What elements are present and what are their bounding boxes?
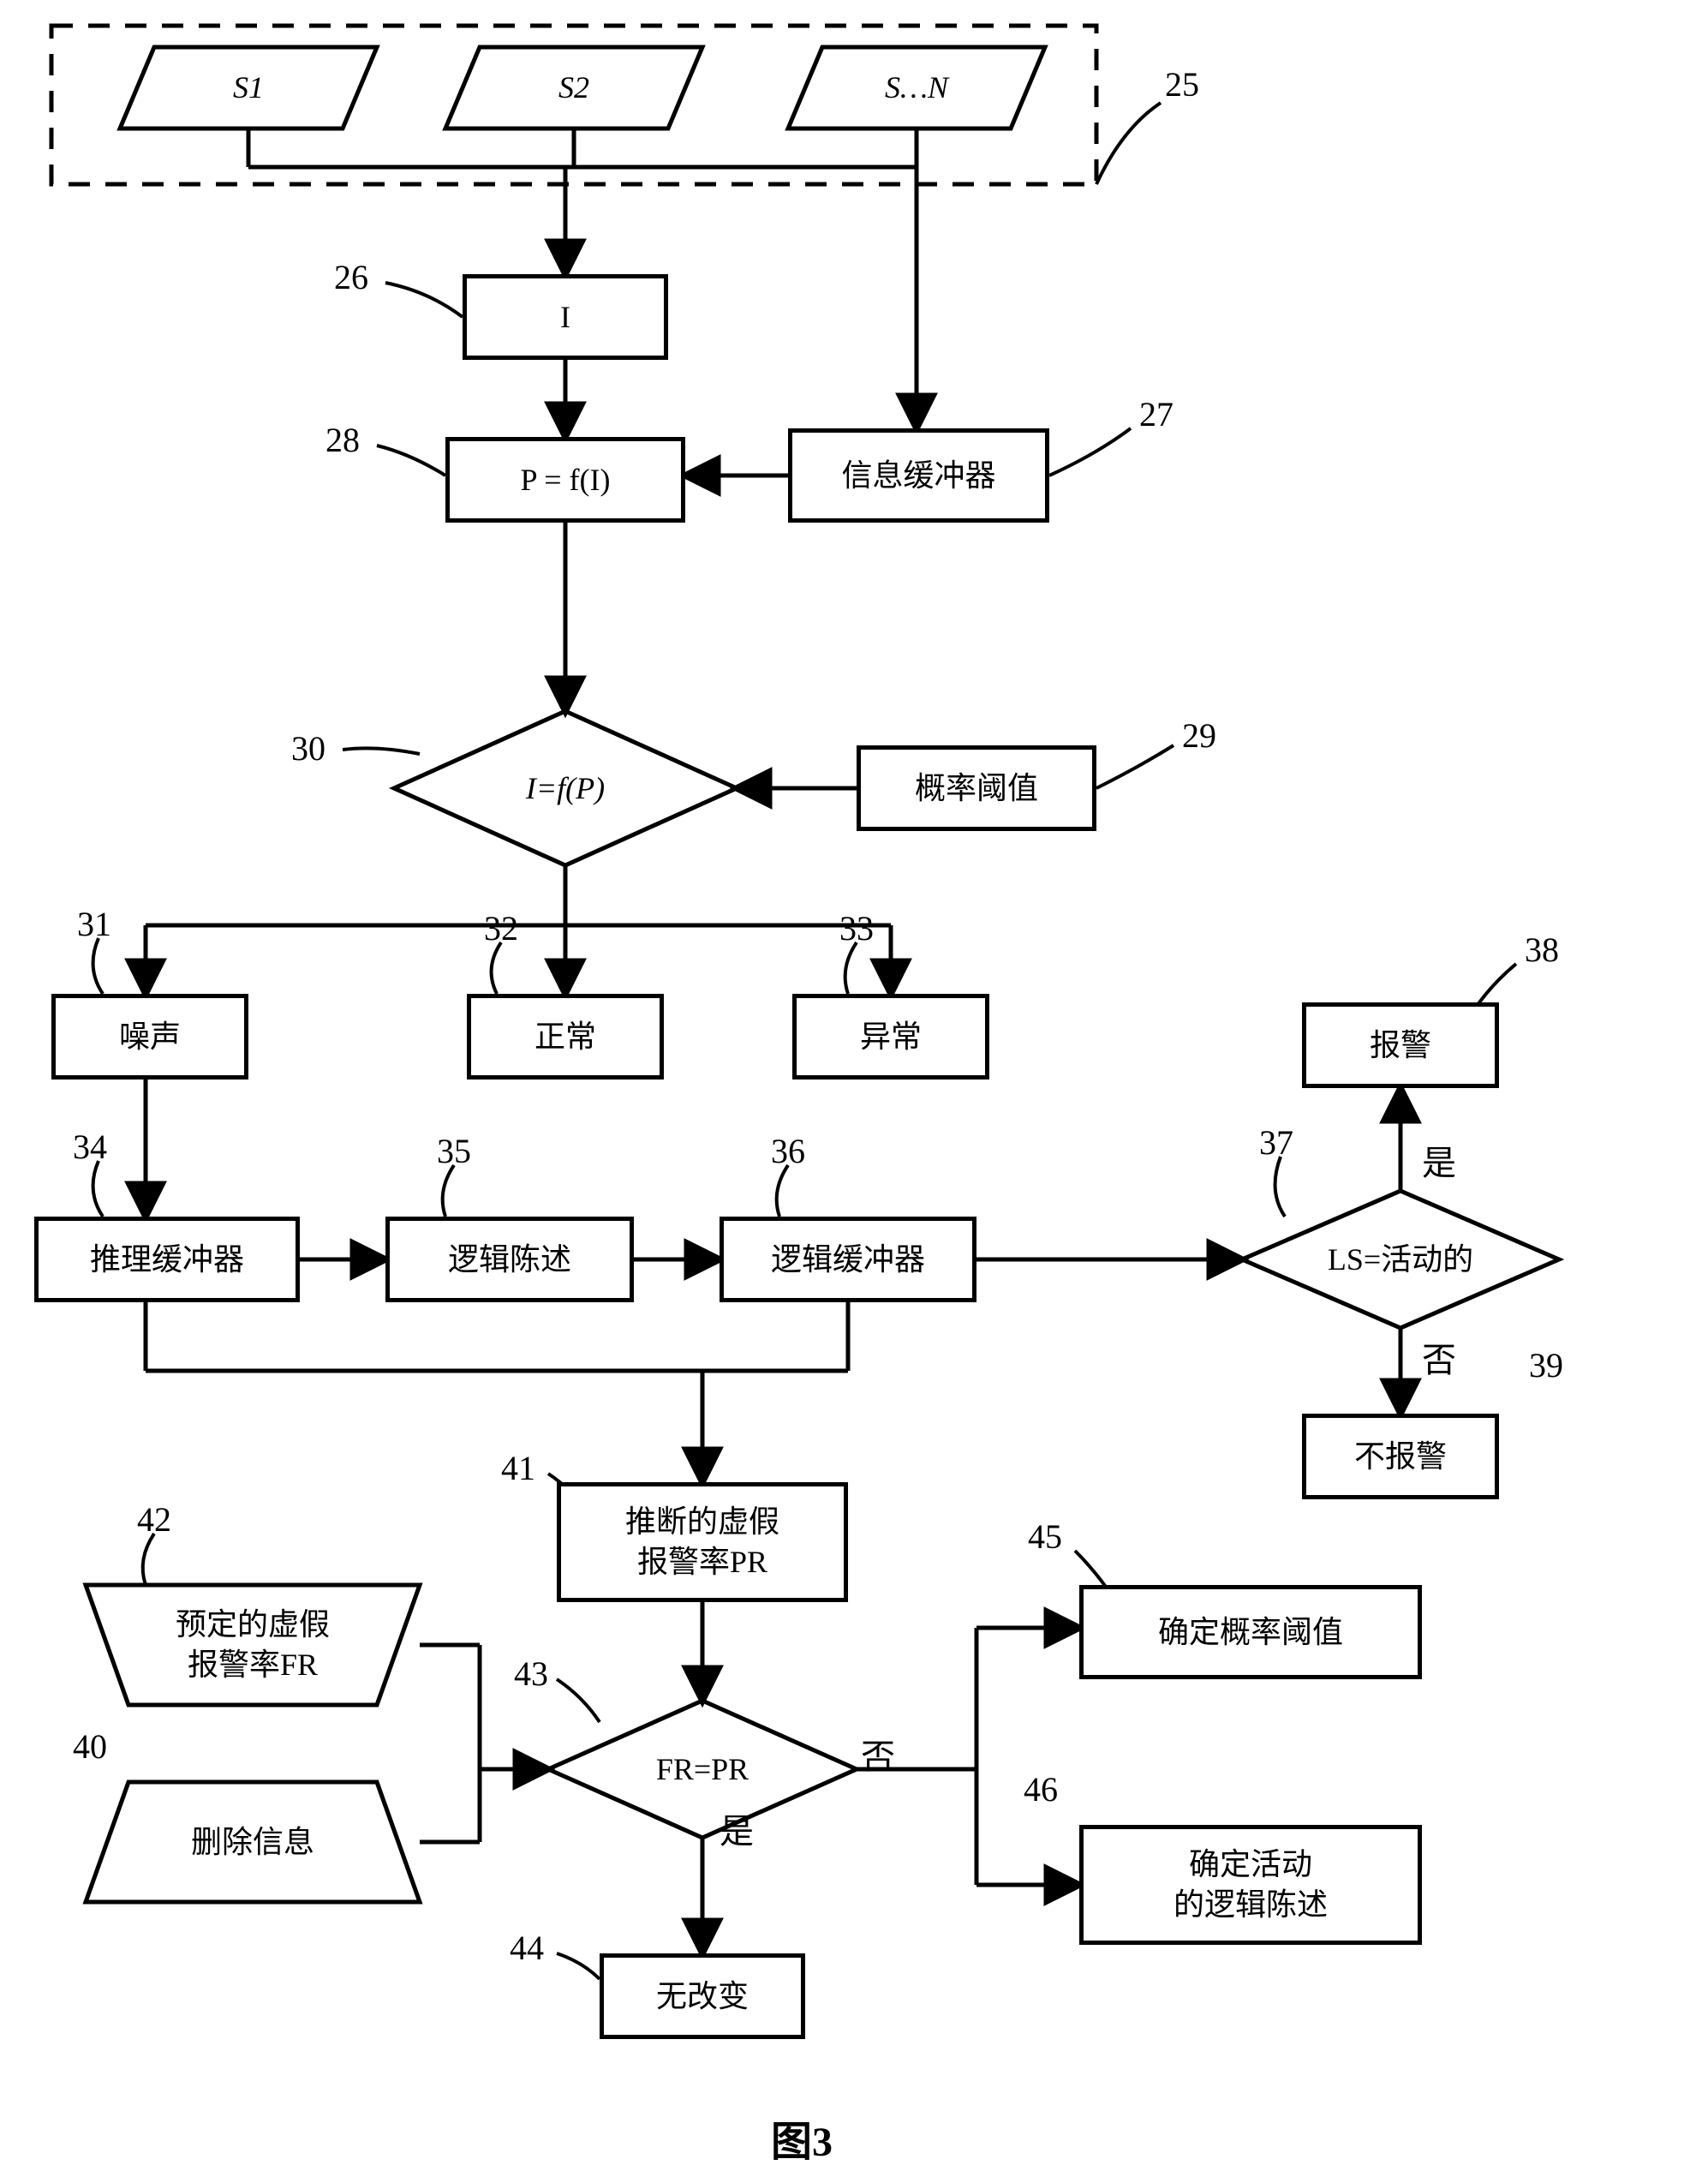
ref-33: 33 bbox=[839, 908, 874, 948]
ref-42: 42 bbox=[137, 1499, 171, 1540]
ref-44: 44 bbox=[510, 1928, 544, 1968]
figure-label: 图3 bbox=[771, 2108, 833, 2168]
node-46-line2: 的逻辑陈述 bbox=[1174, 1885, 1328, 1925]
node-44: 无改变 bbox=[600, 1953, 805, 2039]
node-42: 预定的虚假 报警率FR bbox=[103, 1589, 403, 1701]
label-37-yes: 是 bbox=[1422, 1135, 1456, 1185]
node-42-line2: 报警率FR bbox=[188, 1645, 318, 1685]
ref-36: 36 bbox=[771, 1131, 805, 1171]
node-35: 逻辑陈述 bbox=[385, 1217, 634, 1302]
node-32: 正常 bbox=[467, 994, 664, 1080]
node-30-text: I=f(P) bbox=[445, 754, 685, 822]
node-36: 逻辑缓冲器 bbox=[720, 1217, 976, 1302]
node-26: I bbox=[463, 274, 668, 360]
ref-32: 32 bbox=[484, 908, 518, 948]
node-37-text: LS=活动的 bbox=[1285, 1234, 1516, 1285]
label-37-no: 否 bbox=[1422, 1332, 1456, 1382]
ref-45: 45 bbox=[1028, 1516, 1062, 1557]
node-40: 删除信息 bbox=[103, 1795, 403, 1889]
ref-25: 25 bbox=[1165, 64, 1199, 105]
node-45: 确定概率阈值 bbox=[1079, 1585, 1422, 1679]
ref-38: 38 bbox=[1525, 930, 1559, 970]
node-41: 推断的虚假 报警率PR bbox=[557, 1482, 848, 1602]
ref-28: 28 bbox=[325, 420, 360, 460]
ref-31: 31 bbox=[77, 904, 111, 944]
node-27: 信息缓冲器 bbox=[788, 428, 1049, 523]
ref-27: 27 bbox=[1139, 394, 1174, 434]
ref-46: 46 bbox=[1024, 1769, 1058, 1809]
node-38: 报警 bbox=[1302, 1002, 1499, 1088]
ref-41: 41 bbox=[501, 1448, 535, 1488]
ref-26: 26 bbox=[334, 257, 368, 297]
node-29: 概率阈值 bbox=[857, 745, 1096, 831]
ref-40: 40 bbox=[73, 1726, 107, 1767]
ref-35: 35 bbox=[437, 1131, 471, 1171]
node-42-line1: 预定的虚假 bbox=[176, 1605, 330, 1645]
node-sn: S…N bbox=[788, 47, 1045, 129]
node-s2: S2 bbox=[445, 47, 702, 129]
ref-43: 43 bbox=[514, 1654, 548, 1694]
ref-34: 34 bbox=[73, 1127, 107, 1167]
node-28: P = f(I) bbox=[445, 437, 685, 523]
node-34: 推理缓冲器 bbox=[34, 1217, 300, 1302]
ref-29: 29 bbox=[1182, 715, 1216, 756]
node-41-line1: 推断的虚假 bbox=[625, 1502, 779, 1542]
node-31: 噪声 bbox=[51, 994, 248, 1080]
node-33: 异常 bbox=[792, 994, 989, 1080]
node-46-line1: 确定活动 bbox=[1189, 1845, 1312, 1885]
ref-30: 30 bbox=[291, 728, 325, 769]
node-46: 确定活动 的逻辑陈述 bbox=[1079, 1825, 1422, 1945]
ref-37: 37 bbox=[1259, 1122, 1293, 1163]
label-43-no: 否 bbox=[861, 1729, 895, 1779]
leader-25 bbox=[1096, 103, 1161, 184]
label-43-yes: 是 bbox=[720, 1803, 754, 1853]
node-41-line2: 报警率PR bbox=[637, 1542, 767, 1582]
node-s1: S1 bbox=[120, 47, 377, 129]
node-43-text: FR=PR bbox=[600, 1743, 805, 1795]
ref-39: 39 bbox=[1529, 1345, 1563, 1385]
node-39: 不报警 bbox=[1302, 1414, 1499, 1499]
